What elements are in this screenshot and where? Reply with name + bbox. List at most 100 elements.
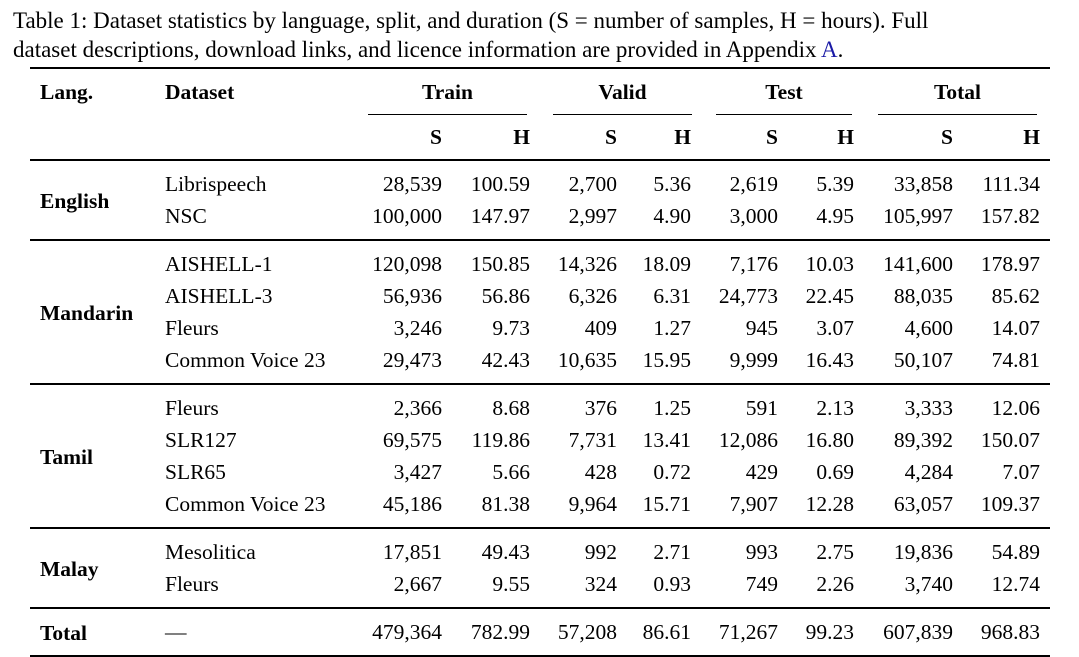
cell-value: 150.07	[980, 428, 1040, 452]
dataset-name: Common Voice 23	[165, 348, 326, 372]
caption-text: .	[837, 37, 844, 62]
cell-value: 100.59	[470, 172, 530, 196]
cell-value: 2,366	[393, 396, 442, 420]
cell-value: 109.37	[980, 492, 1040, 516]
cell-value: 4,600	[904, 316, 953, 340]
cell-value: 12.28	[805, 492, 854, 516]
cell-value: 13.41	[642, 428, 691, 452]
cell-value: 24,773	[718, 284, 778, 308]
language-label: Tamil	[40, 445, 93, 469]
cell-value: 429	[745, 460, 778, 484]
cell-value: 5.36	[653, 172, 691, 196]
cell-value: 6.31	[653, 284, 691, 308]
cell-value: 7,907	[729, 492, 778, 516]
cell-value: 178.97	[980, 252, 1040, 276]
dataset-name: NSC	[165, 204, 207, 228]
cell-value: 99.23	[805, 620, 854, 644]
cell-value: 56,936	[382, 284, 442, 308]
cell-value: 6,326	[568, 284, 617, 308]
table-caption-line-2: dataset descriptions, download links, an…	[13, 37, 843, 63]
cell-value: 81.38	[481, 492, 530, 516]
cell-value: 9.55	[492, 572, 530, 596]
dataset-name: SLR65	[165, 460, 226, 484]
cell-value: 19,836	[893, 540, 953, 564]
cell-value: 945	[745, 316, 778, 340]
cell-value: 324	[584, 572, 617, 596]
cell-value: 749	[745, 572, 778, 596]
cell-value: 2,700	[568, 172, 617, 196]
group-rule	[30, 527, 1050, 529]
header-group-train: Train	[422, 80, 473, 104]
cell-value: 33,858	[893, 172, 953, 196]
cell-value: 1.27	[653, 316, 691, 340]
appendix-link[interactable]: A	[821, 37, 838, 62]
dataset-name: AISHELL-1	[165, 252, 273, 276]
cell-value: 17,851	[382, 540, 442, 564]
dataset-name: —	[165, 620, 187, 644]
cell-value: 4.95	[816, 204, 854, 228]
dataset-name: Librispeech	[165, 172, 267, 196]
dataset-name: Fleurs	[165, 396, 219, 420]
cell-value: 2.71	[653, 540, 691, 564]
cell-value: 56.86	[481, 284, 530, 308]
cell-value: 7.07	[1002, 460, 1040, 484]
cell-value: 147.97	[470, 204, 530, 228]
cell-value: 157.82	[980, 204, 1040, 228]
cell-value: 591	[745, 396, 778, 420]
header-rule	[30, 159, 1050, 161]
cell-value: 7,731	[568, 428, 617, 452]
cell-value: 5.66	[492, 460, 530, 484]
cell-value: 3,740	[904, 572, 953, 596]
header-group-total: Total	[934, 80, 981, 104]
cell-value: 49.43	[481, 540, 530, 564]
cmidrule	[716, 114, 852, 115]
cell-value: 3.07	[816, 316, 854, 340]
header-sub-h: H	[837, 125, 854, 149]
header-sub-s: S	[430, 125, 442, 149]
cmidrule	[878, 114, 1037, 115]
header-sub-h: H	[674, 125, 691, 149]
cell-value: 428	[584, 460, 617, 484]
cell-value: 57,208	[557, 620, 617, 644]
cell-value: 71,267	[718, 620, 778, 644]
cell-value: 12,086	[718, 428, 778, 452]
cell-value: 14,326	[557, 252, 617, 276]
cell-value: 992	[584, 540, 617, 564]
language-label: Total	[40, 621, 87, 645]
header-sub-s: S	[605, 125, 617, 149]
header-group-test: Test	[765, 80, 803, 104]
cell-value: 150.85	[470, 252, 530, 276]
cell-value: 15.95	[642, 348, 691, 372]
cell-value: 2,667	[393, 572, 442, 596]
cell-value: 8.68	[492, 396, 530, 420]
dataset-name: Common Voice 23	[165, 492, 326, 516]
cell-value: 22.45	[805, 284, 854, 308]
cell-value: 16.43	[805, 348, 854, 372]
cell-value: 74.81	[991, 348, 1040, 372]
cell-value: 28,539	[382, 172, 442, 196]
cmidrule	[553, 114, 692, 115]
cell-value: 7,176	[729, 252, 778, 276]
cell-value: 3,246	[393, 316, 442, 340]
cell-value: 10.03	[805, 252, 854, 276]
cell-value: 2.75	[816, 540, 854, 564]
cell-value: 29,473	[382, 348, 442, 372]
group-rule	[30, 383, 1050, 385]
cell-value: 9,999	[729, 348, 778, 372]
cell-value: 5.39	[816, 172, 854, 196]
cell-value: 0.72	[653, 460, 691, 484]
cell-value: 2.26	[816, 572, 854, 596]
cmidrule	[368, 114, 527, 115]
cell-value: 9,964	[568, 492, 617, 516]
cell-value: 54.89	[991, 540, 1040, 564]
dataset-name: Fleurs	[165, 316, 219, 340]
group-rule	[30, 607, 1050, 609]
cell-value: 3,333	[904, 396, 953, 420]
cell-value: 2.13	[816, 396, 854, 420]
cell-value: 85.62	[991, 284, 1040, 308]
cell-value: 993	[745, 540, 778, 564]
language-label: English	[40, 189, 110, 213]
bottom-rule	[30, 655, 1050, 657]
cell-value: 968.83	[980, 620, 1040, 644]
cell-value: 88,035	[893, 284, 953, 308]
